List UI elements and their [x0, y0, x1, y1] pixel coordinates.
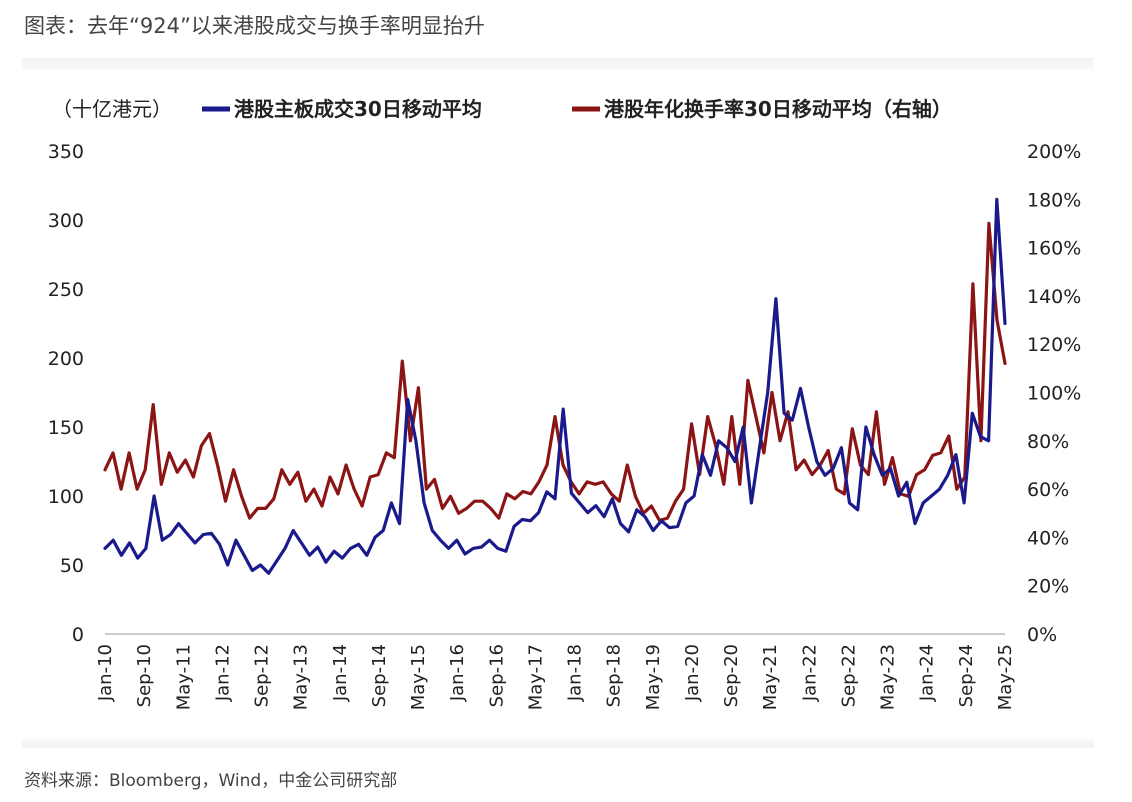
right-axis-tick: 100%	[1027, 383, 1081, 405]
right-axis-tick: 0%	[1027, 624, 1057, 646]
x-axis-tick: Jan-12	[212, 644, 233, 702]
x-axis-tick: May-23	[878, 644, 899, 710]
left-axis-tick: 50	[60, 555, 84, 577]
right-axis-tick: 200%	[1027, 141, 1081, 163]
right-axis-tick: 120%	[1027, 334, 1081, 356]
x-axis-tick: Jan-14	[330, 644, 351, 702]
x-axis-tick: Jan-22	[799, 644, 820, 702]
line-chart: 0 50 100 150 200 250 300 350 0% 20% 40% 60% 80% 100% 1…	[48, 97, 1082, 710]
left-axis-tick: 350	[48, 141, 84, 163]
x-axis-tick: Sep-14	[369, 644, 390, 707]
x-axis-tick: Sep-12	[252, 644, 273, 707]
x-axis-tick: Jan-16	[447, 644, 468, 702]
x-axis-tick: Sep-16	[486, 644, 507, 707]
x-axis-tick: Jan-24	[917, 644, 938, 702]
figure-title: 图表：去年“924”以来港股成交与换手率明显抬升	[24, 14, 485, 38]
left-axis-tick: 250	[48, 279, 84, 301]
bottom-divider	[22, 738, 1094, 748]
title-divider	[22, 58, 1094, 70]
x-axis-tick: May-13	[291, 644, 312, 710]
x-axis-tick: Jan-20	[682, 644, 703, 702]
x-axis-tick: May-17	[525, 644, 546, 710]
x-axis-tick: May-11	[173, 644, 194, 710]
source-note: 资料来源：Bloomberg，Wind，中金公司研究部	[24, 771, 398, 791]
left-axis-tick: 200	[48, 348, 84, 370]
left-axis-tick: 300	[48, 210, 84, 232]
x-axis-tick: Sep-10	[134, 644, 155, 707]
x-axis-tick: May-21	[760, 644, 781, 710]
x-axis-tick: May-19	[643, 644, 664, 710]
x-axis-tick: Jan-18	[565, 644, 586, 702]
left-axis-tick: 150	[48, 417, 84, 439]
x-axis-tick: May-25	[995, 644, 1016, 710]
chart-panel: 0 50 100 150 200 250 300 350 0% 20% 40% 60% 80% 100% 1…	[22, 70, 1094, 738]
x-axis-tick: Jan-10	[95, 644, 116, 702]
left-axis-tick: 100	[48, 486, 84, 508]
x-axis-tick: May-15	[408, 644, 429, 710]
x-axis-tick: Sep-18	[604, 644, 625, 707]
unit-label: （十亿港元）	[52, 97, 172, 121]
x-axis-tick: Sep-20	[721, 644, 742, 707]
legend-label-1: 港股主板成交30日移动平均	[234, 97, 482, 121]
right-axis-tick: 20%	[1027, 576, 1069, 598]
right-axis-tick: 60%	[1027, 479, 1069, 501]
legend-label-2: 港股年化换手率30日移动平均（右轴）	[604, 97, 952, 121]
right-axis-tick: 140%	[1027, 286, 1081, 308]
left-axis-tick: 0	[72, 624, 84, 646]
series-line-2	[103, 221, 1007, 523]
x-axis-tick: Sep-24	[956, 644, 977, 707]
x-axis-tick: Sep-22	[838, 644, 859, 707]
right-axis-tick: 40%	[1027, 527, 1069, 549]
right-axis-tick: 160%	[1027, 238, 1081, 260]
right-axis-tick: 180%	[1027, 189, 1081, 211]
series-line-1	[103, 197, 1007, 575]
right-axis-tick: 80%	[1027, 431, 1069, 453]
